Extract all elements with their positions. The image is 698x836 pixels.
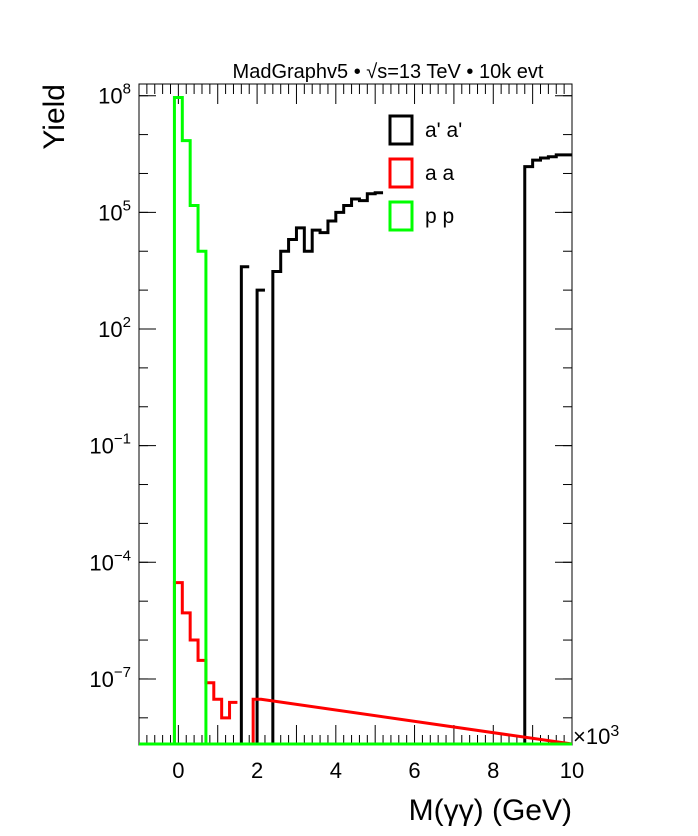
x-tick-label: 4: [330, 758, 342, 783]
legend-swatch: [388, 114, 414, 146]
x-tick-label: 0: [172, 758, 184, 783]
y-tick-label: 102: [98, 314, 131, 342]
y-tick-label: 10−4: [89, 547, 131, 575]
y-tick-label: 10−7: [89, 664, 131, 692]
series-line: [239, 153, 572, 744]
y-tick-label: 105: [98, 197, 131, 225]
legend: a' a' a a p p: [388, 114, 462, 232]
series-1: [172, 581, 573, 746]
chart-title: MadGraphv5 • √s=13 TeV • 10k evt: [233, 61, 544, 83]
legend-swatch: [388, 157, 414, 189]
x-tick-label: 8: [487, 758, 499, 783]
legend-swatch: [388, 200, 414, 232]
plot-frame: [138, 83, 573, 746]
x-tick-label: 10: [560, 758, 584, 783]
legend-label: p p: [425, 205, 454, 228]
series-0: [239, 153, 572, 744]
x-axis-multiplier: ×103: [573, 723, 619, 749]
x-axis-title: M(γγ) (GeV): [409, 794, 572, 827]
legend-label: a' a': [425, 119, 462, 142]
y-axis-ticks: 10−7 10−4 10−1 102 105 108: [89, 81, 572, 719]
series-layer: [139, 95, 573, 746]
y-axis-title: Yield: [38, 84, 71, 150]
series-line: [172, 581, 573, 746]
y-tick-label: 10−1: [89, 431, 131, 459]
x-tick-label: 6: [408, 758, 420, 783]
x-tick-label: 2: [251, 758, 263, 783]
legend-label: a a: [425, 162, 455, 185]
y-tick-label: 108: [98, 81, 131, 109]
